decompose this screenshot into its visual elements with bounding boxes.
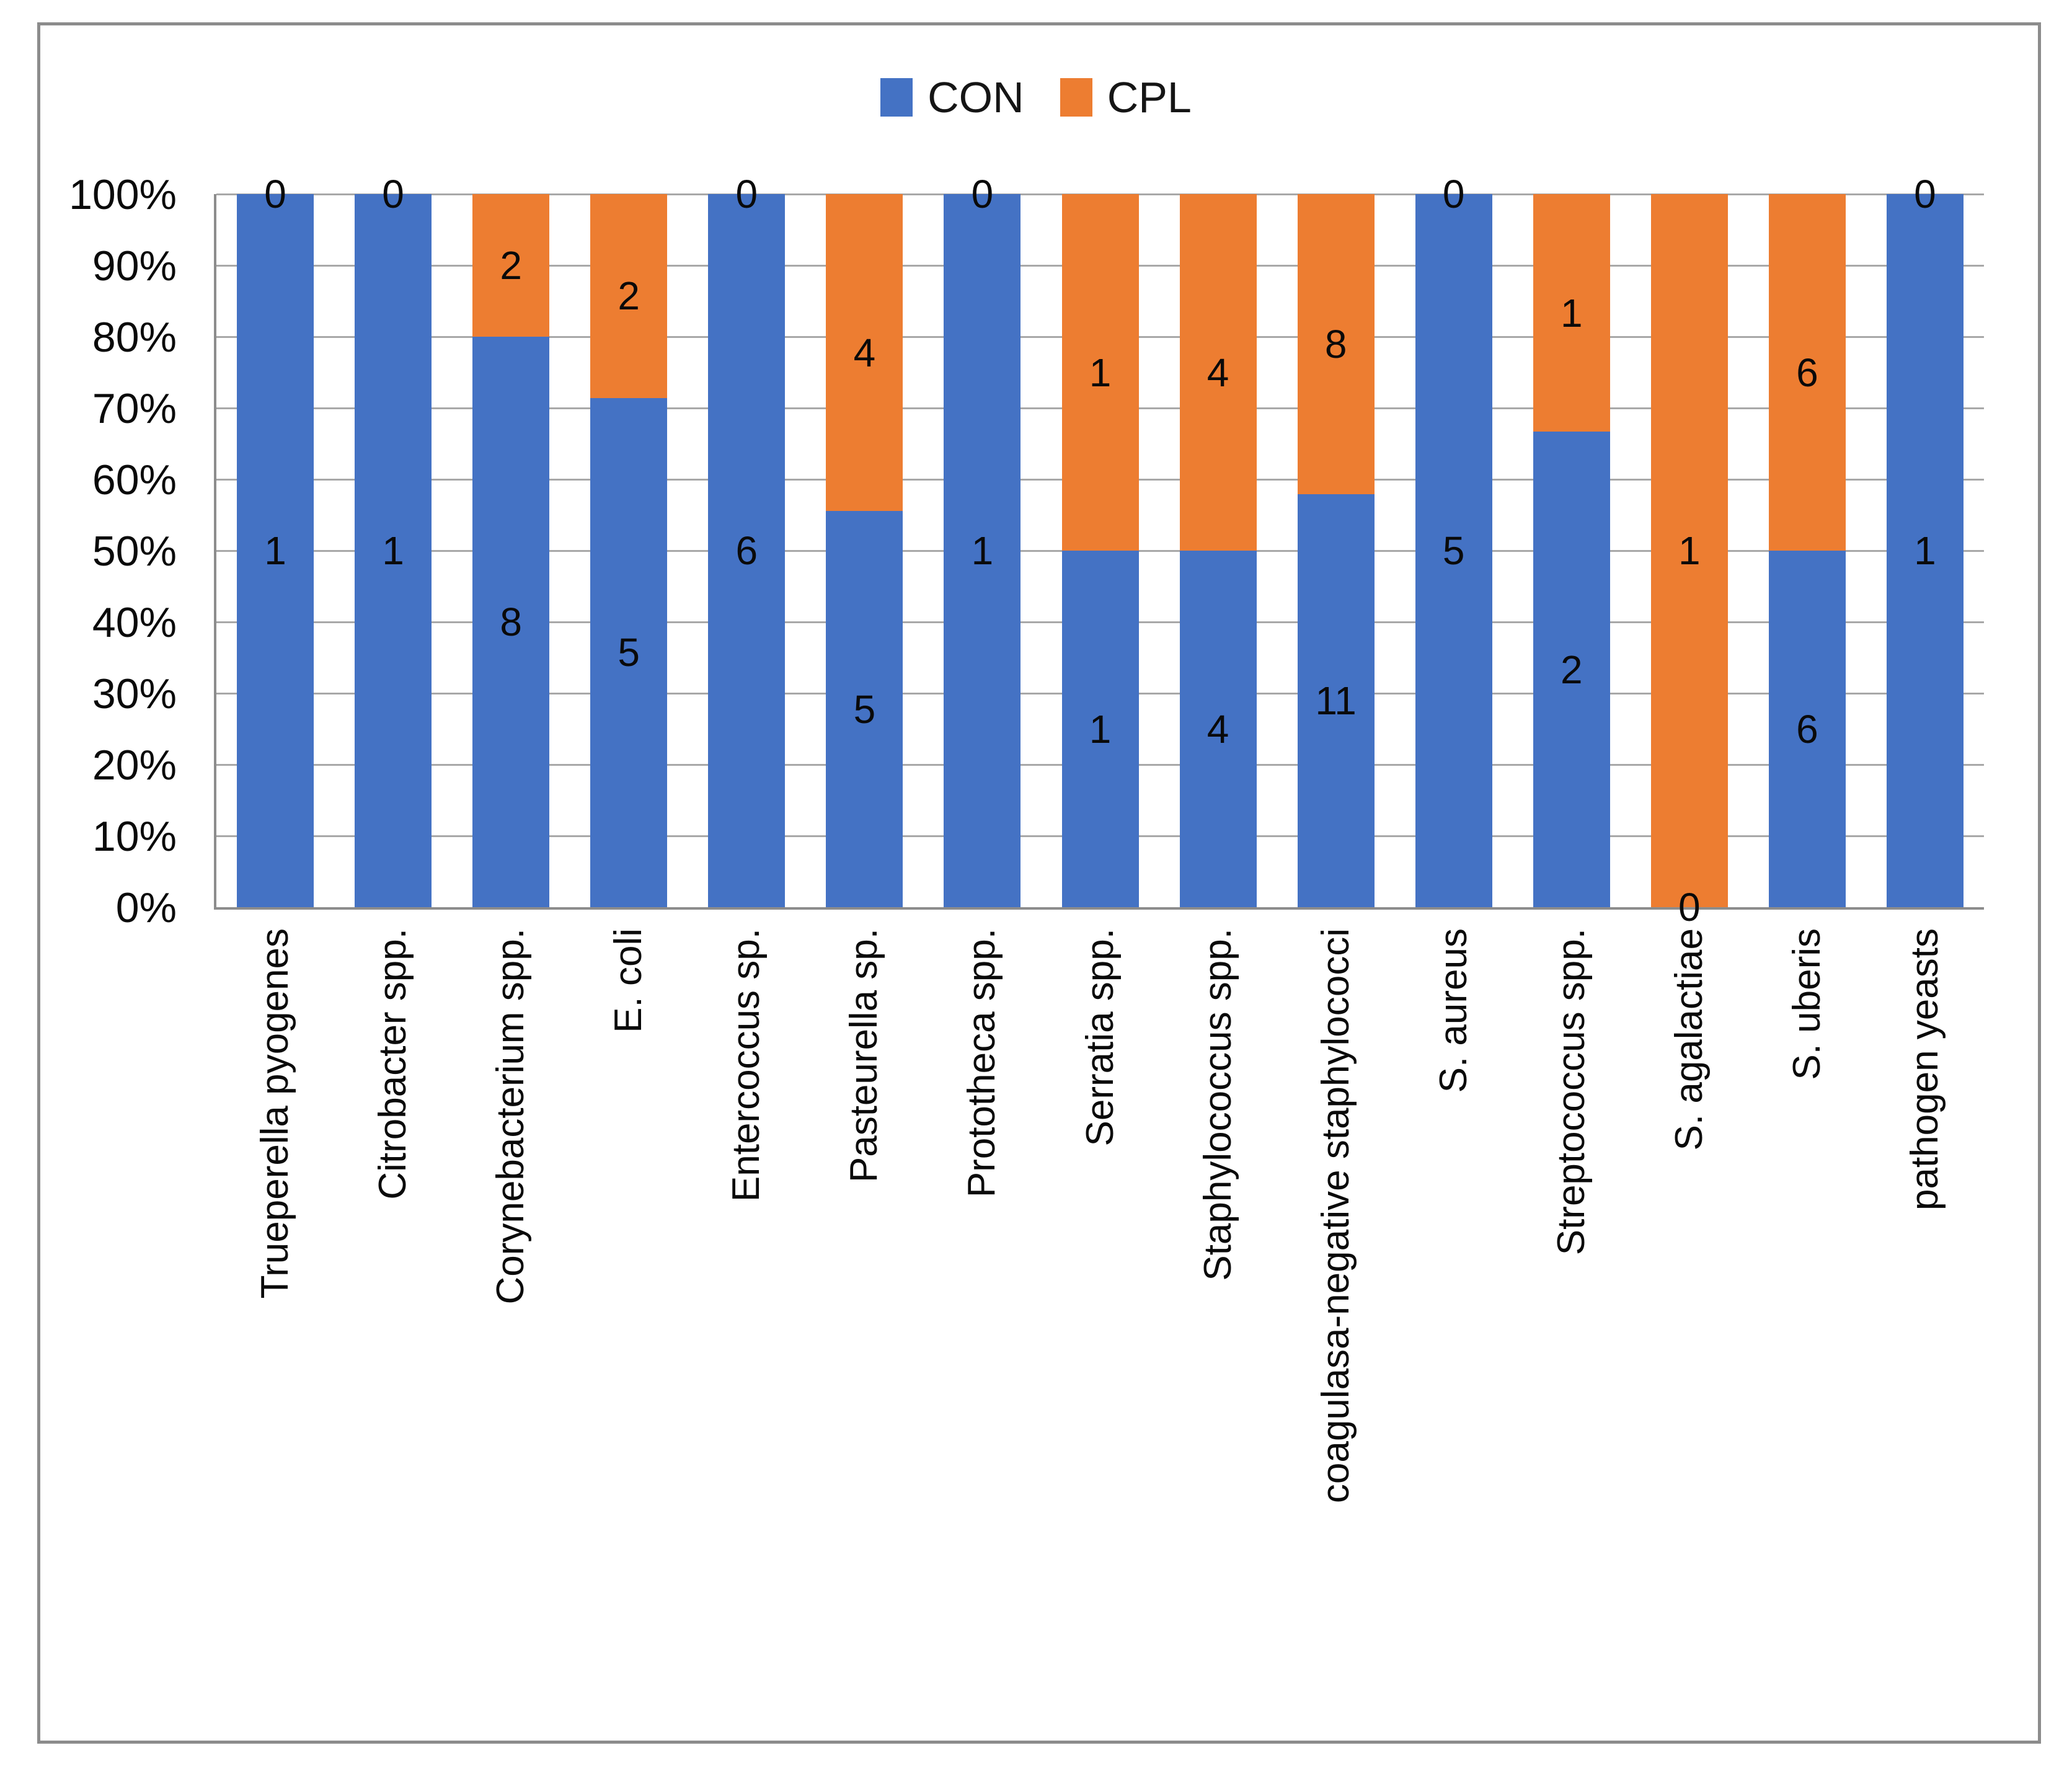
data-label-cpl: 0 xyxy=(1914,172,1936,216)
data-label-cpl: 0 xyxy=(264,172,286,216)
data-label-con: 1 xyxy=(1089,706,1112,752)
data-label-cpl: 4 xyxy=(853,330,876,375)
x-axis-category-label: coagulasa-negative staphylococci xyxy=(1314,928,1357,1504)
data-label-con: 6 xyxy=(735,528,758,573)
y-axis-line xyxy=(214,194,216,908)
data-label-con: 6 xyxy=(1796,706,1818,752)
data-label-con: 1 xyxy=(382,528,404,573)
x-axis-category-label: E. coli xyxy=(607,928,650,1033)
bar-segment-con xyxy=(708,194,786,907)
bar-segment-cpl xyxy=(590,194,668,398)
x-axis-category-label: Entercoccus sp. xyxy=(725,928,768,1202)
x-axis-category-label: Corynebacterium spp. xyxy=(489,928,533,1305)
data-label-cpl: 0 xyxy=(1442,172,1465,216)
plot-area: 1 0 1 0 8 2 5 2 6 0 5 4 1 0 1 1 4 4 11 8 5 0 2 1 0 1 6 6 1 0 xyxy=(214,174,1984,927)
y-axis-tick-label: 0% xyxy=(115,884,177,931)
data-label-con: 11 xyxy=(1315,678,1357,724)
data-label-cpl: 8 xyxy=(1324,322,1347,367)
data-label-cpl: 2 xyxy=(618,273,640,319)
legend: CON CPL xyxy=(0,76,2072,119)
bar-segment-con xyxy=(1297,494,1375,907)
bar-segment-cpl xyxy=(826,194,903,512)
bar-segment-cpl xyxy=(472,194,550,337)
legend-swatch-cpl-icon xyxy=(1060,78,1092,117)
data-label-cpl: 0 xyxy=(971,172,994,216)
bar-segment-con xyxy=(237,194,314,907)
data-label-con: 5 xyxy=(853,686,876,732)
bar-segment-con xyxy=(1179,551,1257,907)
bar-segment-con xyxy=(1061,551,1139,907)
y-axis-tick-label: 90% xyxy=(92,242,177,290)
bar-segment-con xyxy=(1768,551,1846,907)
data-label-cpl: 2 xyxy=(500,243,522,288)
data-label-con: 8 xyxy=(500,600,522,644)
legend-swatch-con-icon xyxy=(880,78,913,117)
data-label-cpl: 1 xyxy=(1089,350,1112,395)
y-axis-tick-label: 70% xyxy=(92,385,177,432)
x-axis-category-label: Pasteurella sp. xyxy=(843,928,886,1183)
bar-segment-con xyxy=(1415,194,1492,907)
x-axis-category-label: S. aureus xyxy=(1432,928,1475,1093)
legend-item-con: CON xyxy=(880,76,1024,119)
bar-segment-con xyxy=(1533,432,1610,907)
data-label-cpl: 0 xyxy=(735,172,758,216)
x-axis-category-label: Serratia spp. xyxy=(1078,928,1122,1147)
bar-segment-con xyxy=(826,511,903,907)
data-label-con: 1 xyxy=(1914,528,1936,573)
bar-segment-cpl xyxy=(1297,194,1375,495)
y-axis-tick-label: 40% xyxy=(92,599,177,646)
data-label-cpl: 1 xyxy=(1560,290,1583,335)
y-axis-tick-label: 80% xyxy=(92,314,177,361)
data-label-con: 0 xyxy=(1678,885,1701,930)
bar-segment-cpl xyxy=(1768,194,1846,551)
data-label-con: 5 xyxy=(1442,528,1465,573)
legend-label-cpl: CPL xyxy=(1107,73,1192,122)
bar-segment-con xyxy=(590,397,668,907)
x-axis-category-label: Streptococcus spp. xyxy=(1549,928,1593,1256)
data-label-cpl: 0 xyxy=(382,172,404,216)
bar-segment-cpl xyxy=(1650,194,1728,907)
bar-segment-cpl xyxy=(1179,194,1257,551)
bar-segment-con xyxy=(944,194,1021,907)
x-axis-category-label: Citrobacter spp. xyxy=(371,928,415,1200)
x-axis-line xyxy=(214,907,1984,910)
data-label-con: 4 xyxy=(1206,706,1229,752)
bar-segment-con xyxy=(472,337,550,907)
y-axis-tick-label: 50% xyxy=(92,528,177,575)
x-axis-category-label: Staphylococcus spp. xyxy=(1196,928,1239,1281)
data-label-cpl: 4 xyxy=(1206,350,1229,395)
y-axis-tick-label: 60% xyxy=(92,456,177,504)
y-axis-tick-label: 30% xyxy=(92,670,177,717)
data-label-cpl: 6 xyxy=(1796,350,1818,395)
bar-segment-cpl xyxy=(1061,194,1139,551)
x-axis-category-label: S. agalactiae xyxy=(1667,928,1711,1151)
x-axis-category-label: S. uberis xyxy=(1785,928,1828,1080)
legend-label-con: CON xyxy=(928,73,1024,122)
data-label-con: 5 xyxy=(618,630,640,675)
data-label-cpl: 1 xyxy=(1678,528,1701,573)
bar-segment-con xyxy=(355,194,432,907)
data-label-con: 1 xyxy=(264,528,286,573)
y-axis-tick-label: 10% xyxy=(92,813,177,860)
x-axis-category-label: pathogen yeasts xyxy=(1903,928,1946,1211)
bar-segment-cpl xyxy=(1533,194,1610,432)
y-axis-tick-label: 20% xyxy=(92,742,177,789)
x-axis-category-label: Trueperella pyogenes xyxy=(254,928,297,1299)
data-label-con: 2 xyxy=(1560,647,1583,692)
data-label-con: 1 xyxy=(971,528,994,573)
y-axis-tick-label: 100% xyxy=(69,171,177,218)
bar-segment-con xyxy=(1886,194,1964,907)
x-axis-category-label: Prototheca spp. xyxy=(960,928,1004,1198)
legend-item-cpl: CPL xyxy=(1060,76,1192,119)
